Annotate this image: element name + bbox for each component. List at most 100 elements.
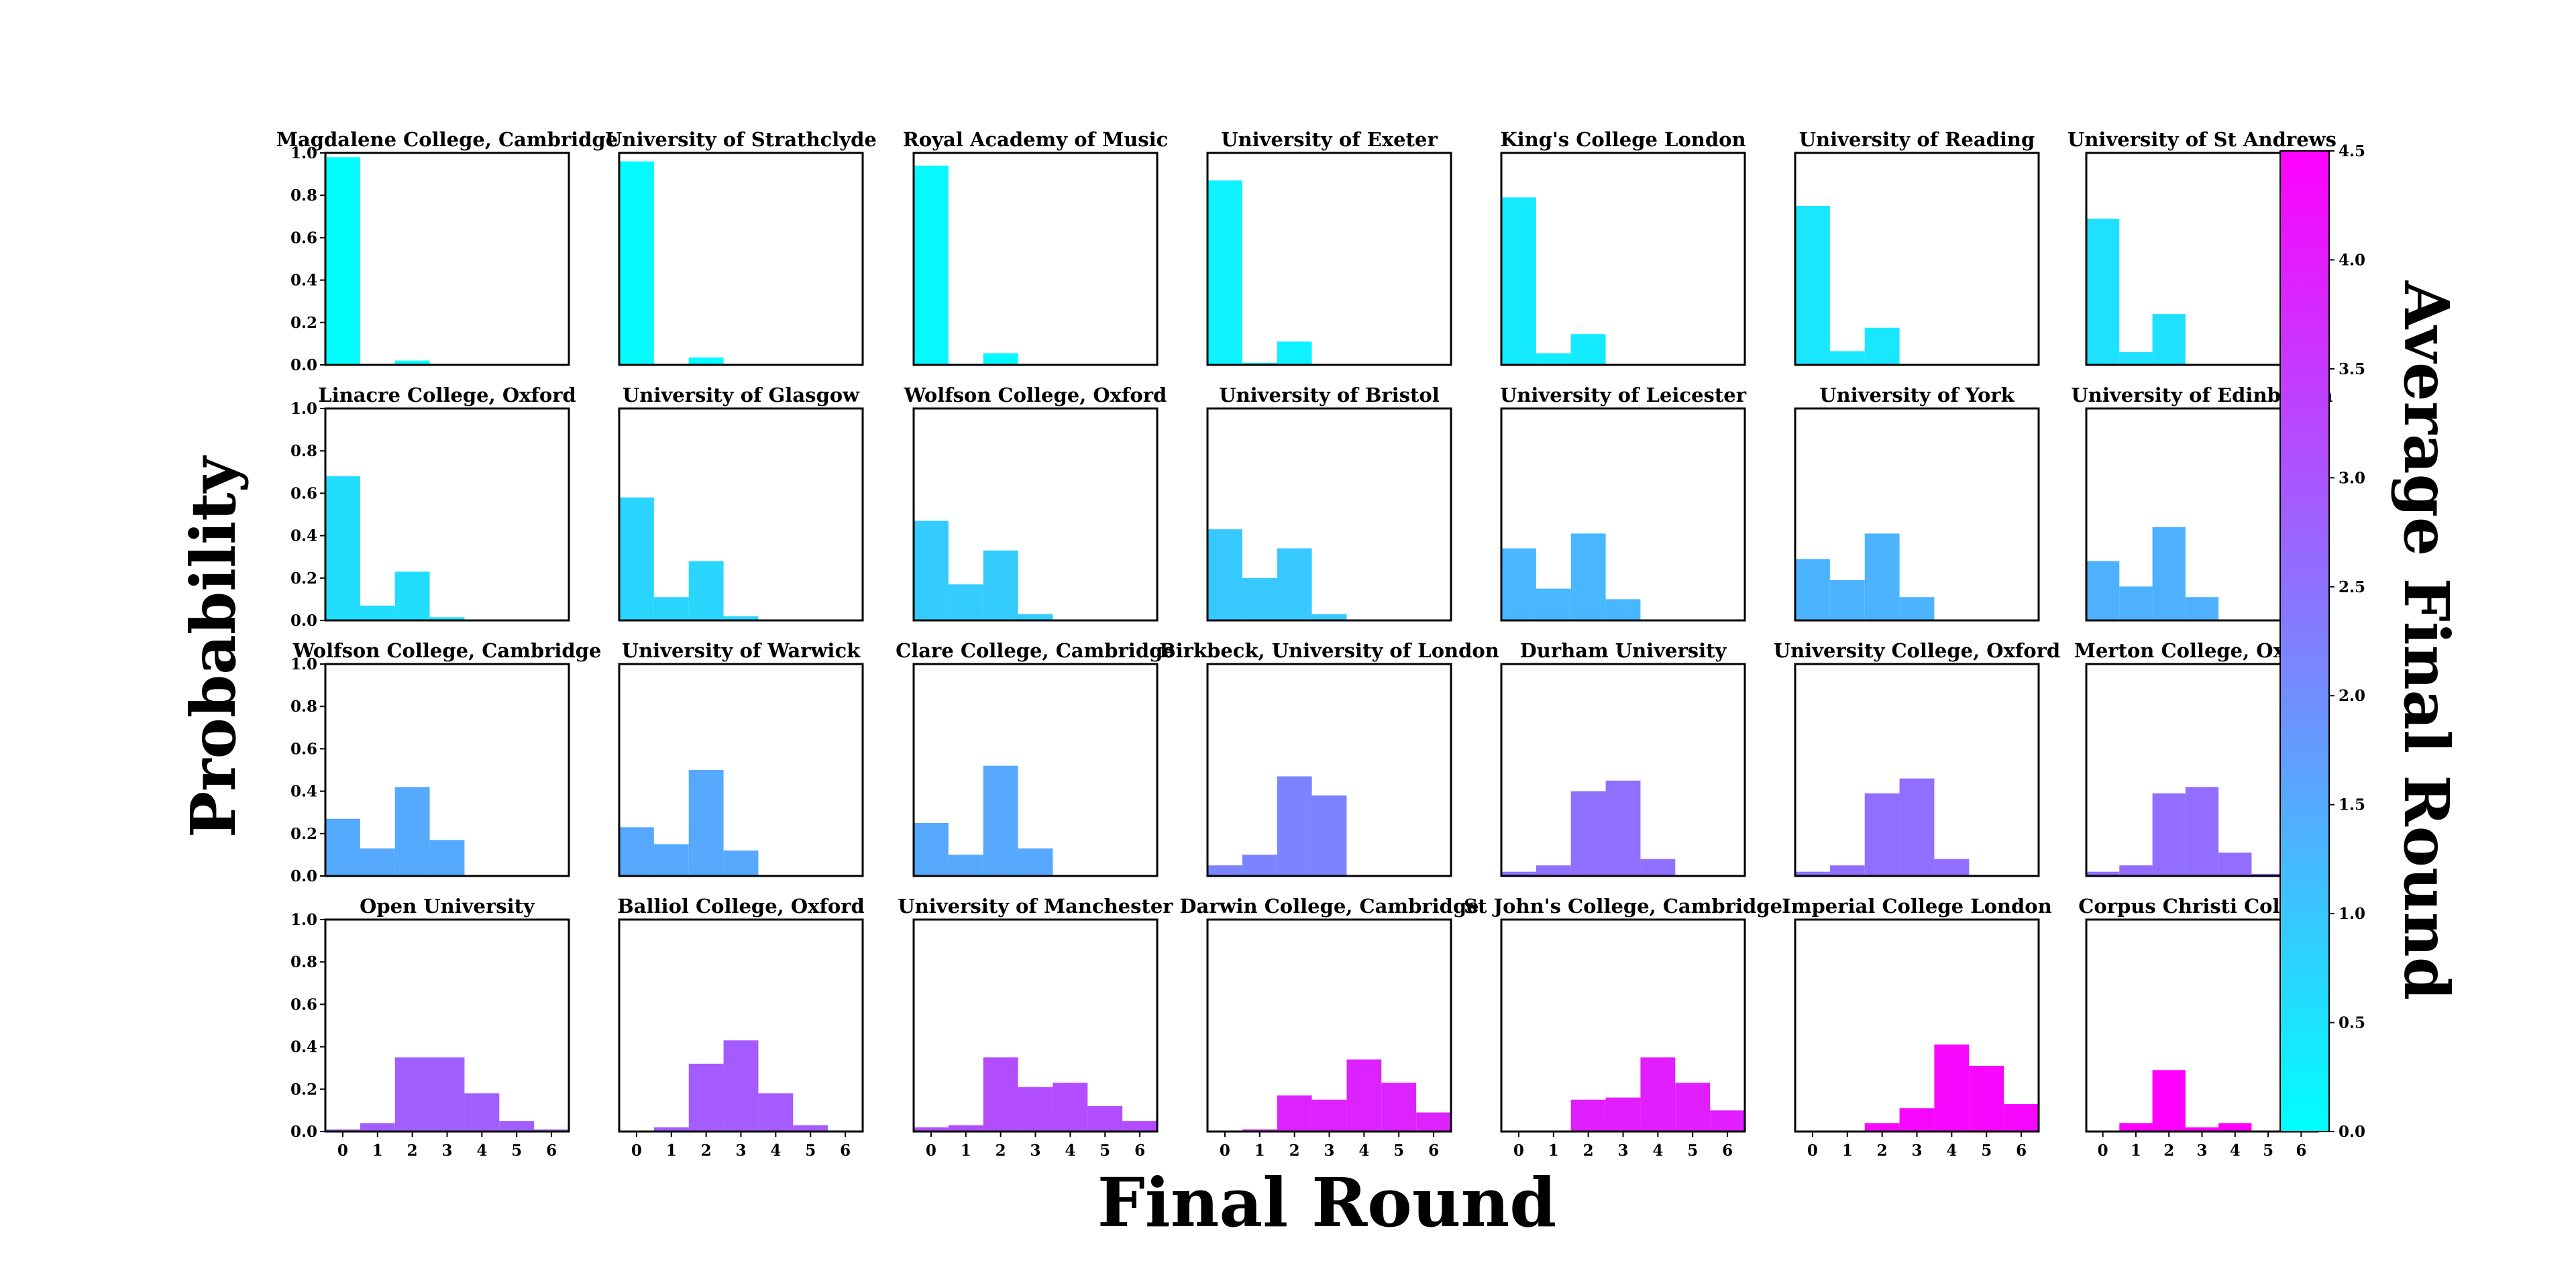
panel-grid: Magdalene College, Cambridge 0.0 0.2 0.4 0.6… (276, 128, 2337, 1160)
x-tick-label: 4 (1065, 1142, 1075, 1160)
colorbar-ticks: 0.0 0.5 1.0 1.5 2.0 2.5 3.0 3.5 4.0 4.5 (2329, 142, 2365, 1141)
histogram-bar (1899, 597, 1935, 620)
panel-title: Darwin College, Cambridge (1179, 895, 1479, 918)
panel-frame (1794, 407, 2040, 622)
histogram-bar (1122, 1121, 1157, 1132)
histogram-bar (1570, 533, 1606, 620)
histogram-bar (688, 1063, 724, 1132)
panel-title: University College, Oxford (1774, 639, 2060, 662)
histogram-bar (1570, 1099, 1606, 1132)
histogram-bar (1242, 362, 1277, 365)
histogram-bar (1899, 1108, 1935, 1132)
x-tick-label: 4 (476, 1142, 487, 1160)
y-tick-label: 0.8 (290, 442, 317, 460)
panel-frame (1206, 663, 1452, 877)
panel: Balliol College, Oxford 0 1 2 3 4 5 6 (617, 895, 865, 1160)
histogram-bar (360, 605, 395, 620)
y-tick-label: 0.0 (290, 612, 317, 630)
panel: University of Warwick (618, 639, 864, 877)
panel-frame (1206, 152, 1452, 366)
histogram-bar (619, 161, 654, 365)
y-tick-label: 0.6 (290, 995, 317, 1013)
histogram-bar (914, 1127, 949, 1132)
x-tick-label: 6 (1722, 1142, 1733, 1160)
panel: Durham University (1500, 639, 1746, 877)
histogram-bar (325, 818, 360, 876)
histogram-bar (914, 165, 949, 365)
panel-frame (618, 663, 864, 877)
histogram-bar (1208, 180, 1242, 365)
panel: University of St Andrews (2068, 128, 2337, 366)
x-tick-label: 6 (2296, 1142, 2306, 1160)
histogram-bar (1864, 533, 1900, 620)
panel-frame (324, 152, 570, 366)
colorbar: 0.0 0.5 1.0 1.5 2.0 2.5 3.0 3.5 4.0 4.5 (2279, 142, 2365, 1141)
panel-title: Royal Academy of Music (903, 128, 1169, 151)
histogram-bar (1242, 855, 1277, 876)
x-tick-label: 6 (840, 1142, 851, 1160)
histogram-bar (1829, 351, 1865, 365)
histogram-bar (1536, 588, 1571, 620)
histogram-bar (1605, 599, 1641, 620)
histogram-bar (1795, 871, 1830, 876)
histogram-bar (464, 1093, 500, 1132)
panel-title: University of Reading (1799, 128, 2035, 151)
panel: King's College London (1500, 128, 1746, 366)
histogram-bar (1416, 1112, 1451, 1132)
x-tick-label: 2 (1289, 1142, 1300, 1160)
histogram-bar (1570, 791, 1606, 876)
histogram-bar (325, 157, 360, 365)
histogram-bar (2218, 1123, 2252, 1132)
histogram-bar (1899, 778, 1935, 876)
panel-title: University of Exeter (1221, 128, 1438, 151)
colorbar-tick-label: 1.0 (2339, 905, 2365, 923)
x-tick-label: 0 (926, 1142, 936, 1160)
panel: St John's College, Cambridge 0 1 2 3 4 5 6 (1464, 895, 1782, 1160)
histogram-bar (429, 617, 465, 620)
panel: University of Manchester 0 1 2 3 4 5 6 (898, 895, 1173, 1160)
histogram-bar (1640, 1057, 1676, 1132)
x-tick-label: 4 (2230, 1142, 2241, 1160)
panel: Birkbeck, University of London (1159, 639, 1499, 877)
x-tick-label: 6 (546, 1142, 557, 1160)
x-tick-label: 1 (372, 1142, 383, 1160)
x-tick-label: 0 (1220, 1142, 1230, 1160)
colorbar-tick-label: 2.5 (2339, 578, 2365, 596)
panel-frame (324, 663, 570, 877)
panel-title: Durham University (1520, 639, 1727, 662)
panel-title: University of St Andrews (2068, 128, 2337, 151)
x-tick-label: 0 (631, 1142, 642, 1160)
x-tick-label: 1 (666, 1142, 677, 1160)
histogram-bar (1053, 1083, 1088, 1132)
histogram-bar (394, 571, 430, 620)
histogram-bar (2152, 793, 2186, 876)
histogram-bar (983, 765, 1018, 876)
y-tick-label: 0.4 (290, 272, 317, 290)
colorbar-tick-label: 0.0 (2339, 1123, 2365, 1141)
histogram-bar (1570, 334, 1606, 365)
colorbar-tick-label: 2.0 (2339, 687, 2365, 705)
histogram-bar (2152, 527, 2186, 620)
histogram-bar (914, 520, 949, 620)
histogram-bar (653, 1127, 689, 1132)
histogram-bar (2119, 352, 2153, 365)
panel-frame (1794, 152, 2040, 366)
panel: Darwin College, Cambridge 0 1 2 3 4 5 6 (1179, 895, 1479, 1160)
panel-title: University of York (1819, 384, 2015, 406)
panel-title: University of Glasgow (623, 384, 860, 406)
x-axis-label: Final Round (1097, 1163, 1556, 1242)
panel-frame (324, 407, 570, 622)
y-tick-label: 0.0 (290, 1123, 317, 1141)
panel-title: Wolfson College, Oxford (904, 384, 1167, 406)
histogram-bar (688, 561, 724, 620)
histogram-bar (1277, 341, 1312, 365)
histogram-bar (1208, 865, 1242, 876)
histogram-bar (1277, 776, 1312, 876)
histogram-bar (1864, 1123, 1900, 1132)
histogram-bar (1087, 1106, 1123, 1132)
histogram-bar (2185, 787, 2219, 876)
x-tick-label: 3 (1030, 1142, 1040, 1160)
panel-title: Balliol College, Oxford (617, 895, 865, 918)
histogram-bar (1640, 859, 1676, 876)
